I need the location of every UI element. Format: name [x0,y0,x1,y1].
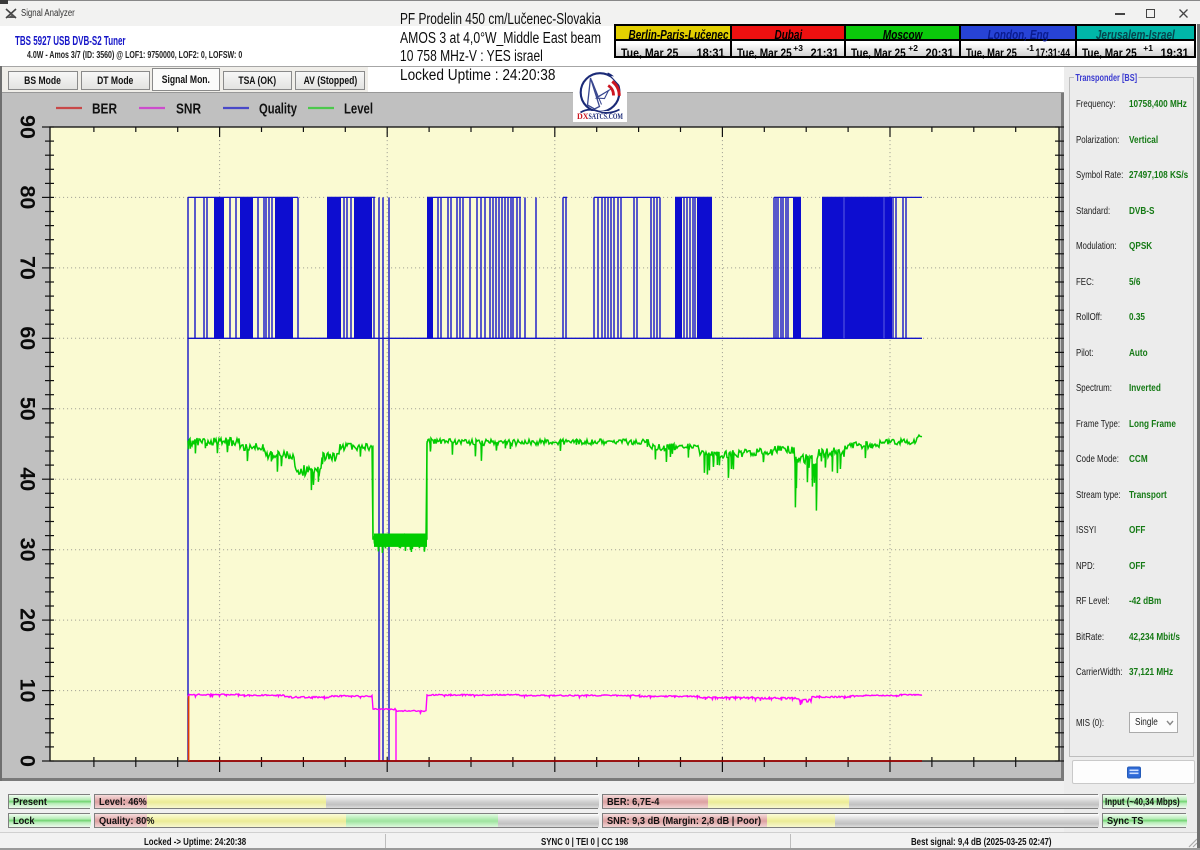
svg-text:SATCS.COM: SATCS.COM [589,112,624,121]
svg-text:40: 40 [16,467,40,491]
svg-text:10: 10 [16,679,40,703]
svg-text:50: 50 [16,397,40,421]
svg-text:0: 0 [16,755,40,767]
svg-text:80: 80 [16,185,40,209]
svg-text:BER: BER [92,101,117,118]
svg-text:Level: Level [344,101,373,118]
svg-text:Quality: Quality [259,101,297,118]
svg-text:SNR: SNR [176,101,201,118]
svg-text:70: 70 [16,256,40,280]
svg-text:90: 90 [16,115,40,139]
svg-text:60: 60 [16,326,40,350]
svg-text:30: 30 [16,538,40,562]
svg-text:DX: DX [577,112,589,121]
svg-text:20: 20 [16,608,40,632]
